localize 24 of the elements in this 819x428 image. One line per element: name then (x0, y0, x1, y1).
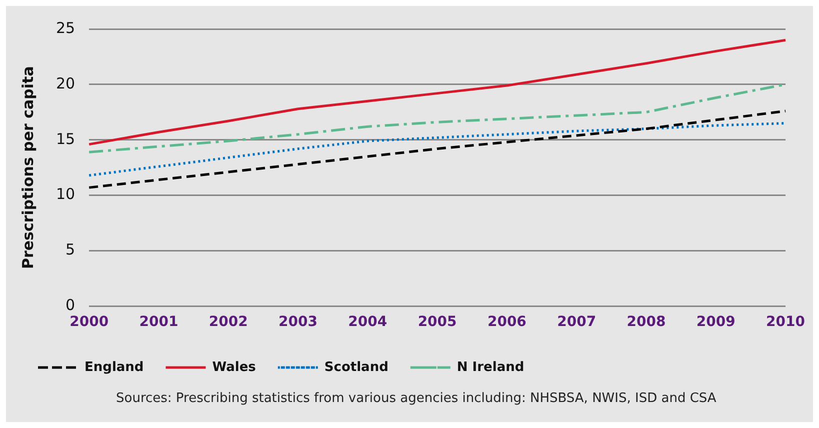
y-tick-label: 20 (56, 74, 76, 92)
x-tick-label: 2006 (487, 314, 526, 330)
line-series (88, 110, 787, 189)
x-tick-label: 2008 (626, 314, 666, 330)
x-tick-label: 2004 (348, 314, 388, 330)
y-tick-label: 0 (66, 296, 76, 314)
x-tick-label: 2009 (696, 314, 736, 330)
y-tick-label: 5 (66, 240, 76, 259)
source-note: Sources: Prescribing statistics from various agencies including: NHSBSA, NWIS, ISD and CSA (116, 391, 716, 406)
legend-label: Wales (212, 360, 256, 375)
x-tick-label: 2005 (418, 314, 457, 330)
x-tick-label: 2002 (208, 314, 248, 330)
y-tick-label: 10 (56, 185, 76, 204)
x-tick-label: 2007 (557, 314, 596, 330)
x-tick-label: 2003 (278, 314, 318, 330)
legend-label: England (84, 360, 144, 375)
x-tick-label: 2000 (70, 314, 109, 330)
y-tick-label: 25 (56, 18, 76, 37)
legend-label: N Ireland (456, 360, 524, 375)
y-tick-label: 15 (56, 130, 76, 148)
y-axis-title: Prescriptions per capita (18, 66, 37, 270)
legend-label: Scotland (324, 360, 388, 375)
x-tick-label: 2010 (766, 314, 806, 330)
x-tick-label: 2001 (139, 314, 178, 330)
